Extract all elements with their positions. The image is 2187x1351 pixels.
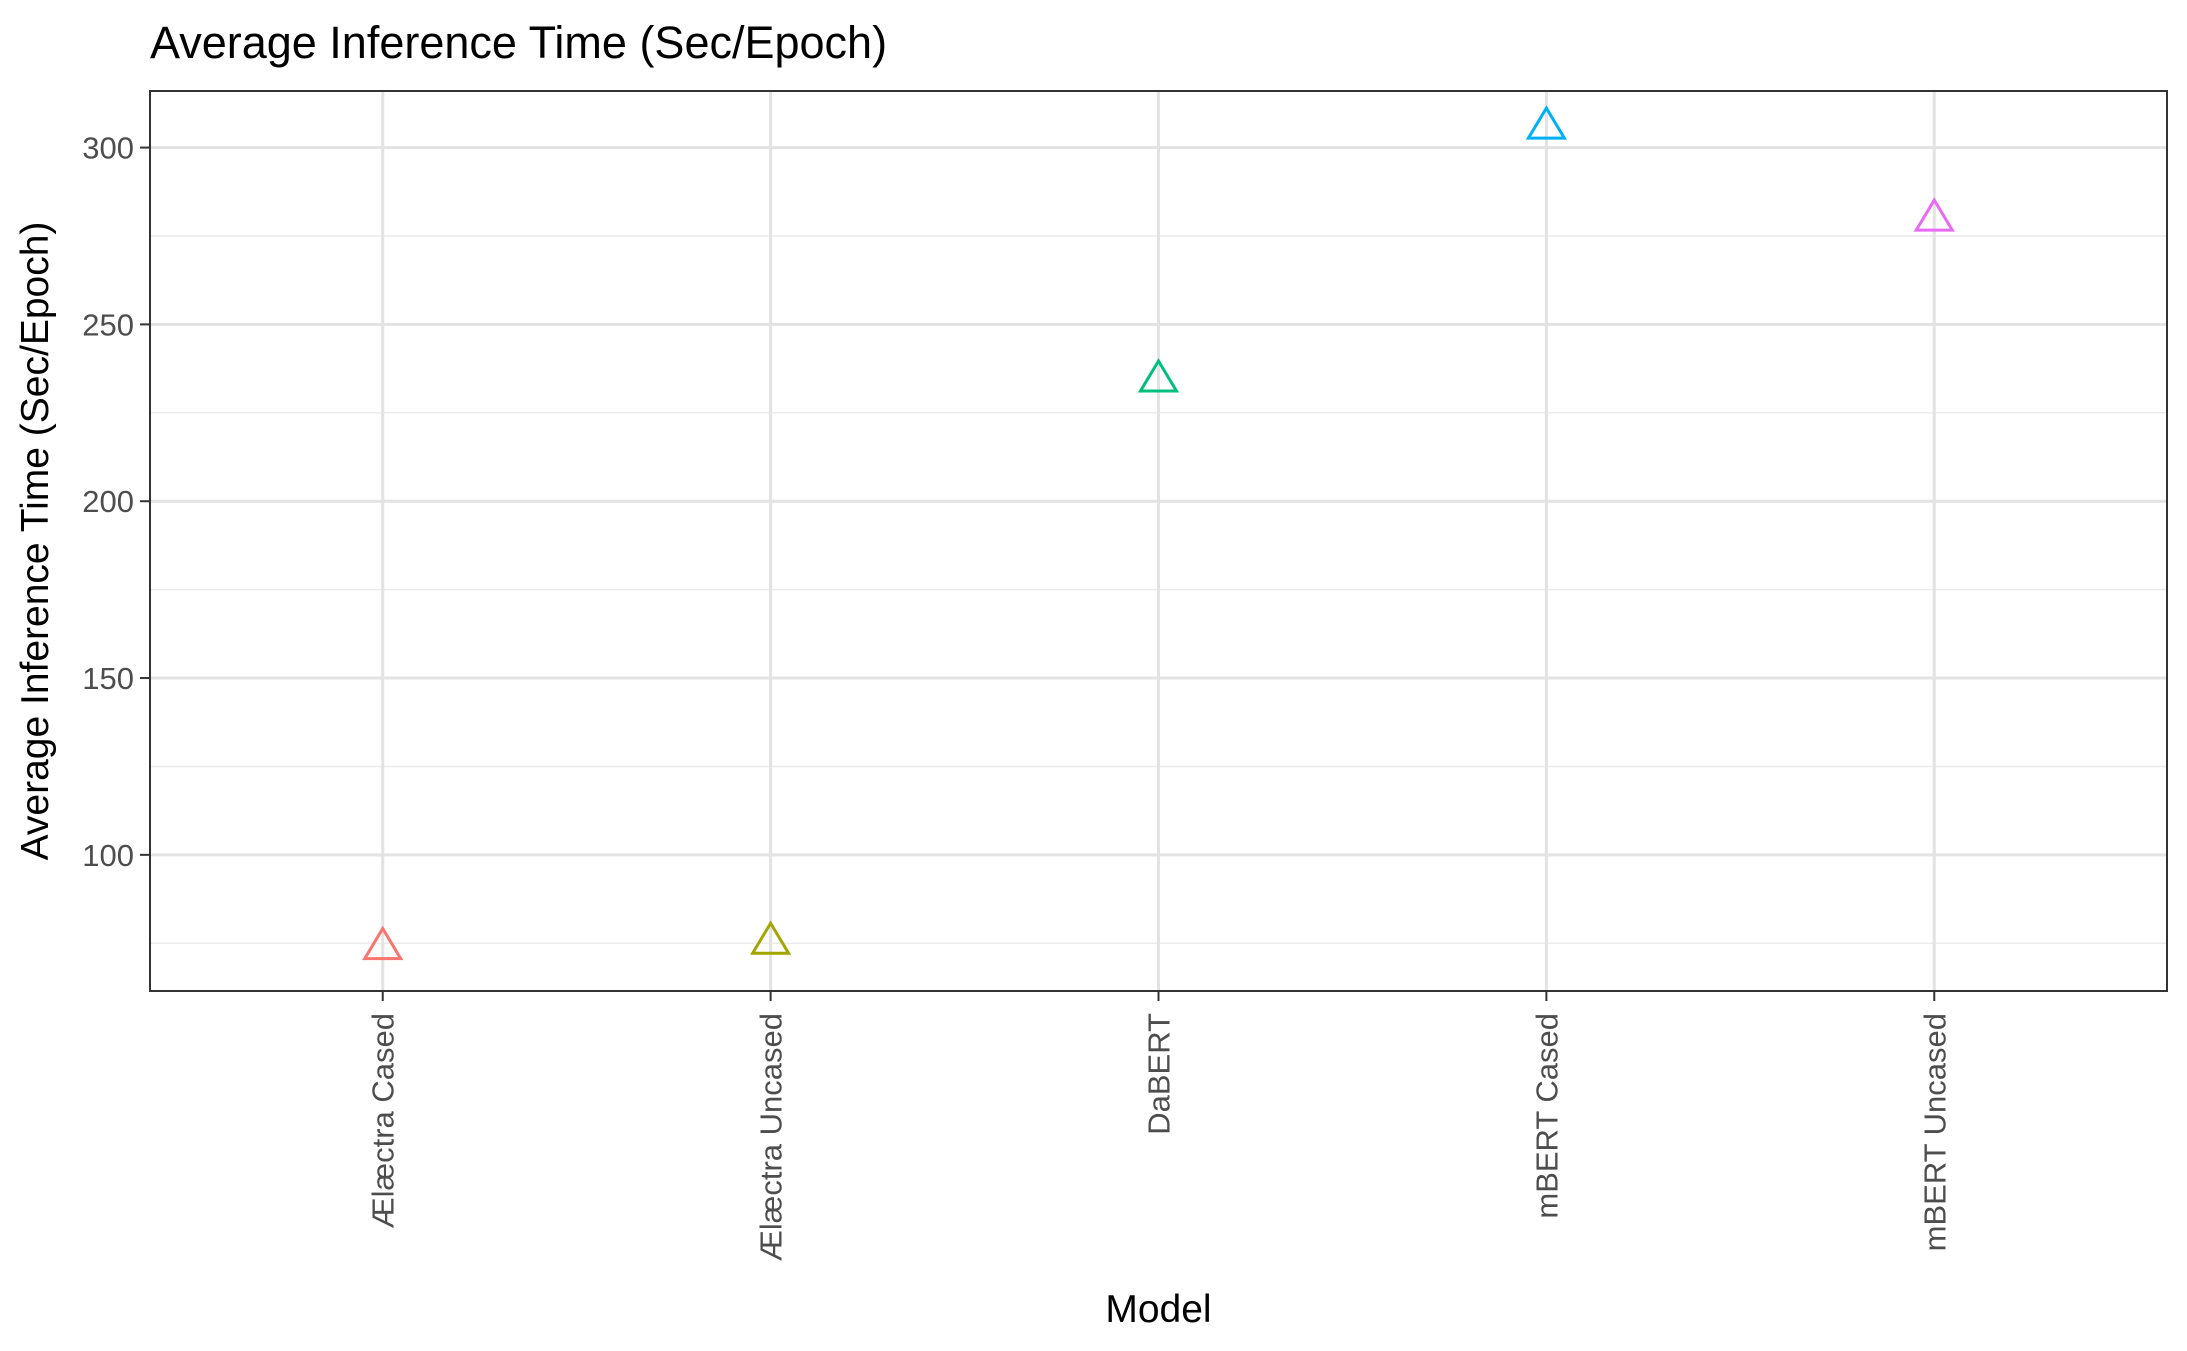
x-axis-title: Model bbox=[1105, 1288, 1211, 1331]
data-point-triangle bbox=[1137, 358, 1180, 393]
y-tick-label: 150 bbox=[82, 661, 134, 696]
chart-title: Average Inference Time (Sec/Epoch) bbox=[150, 17, 887, 68]
y-tick-label: 100 bbox=[82, 838, 134, 873]
y-axis: 100 150 200 250 300 bbox=[82, 131, 150, 873]
y-tick-label: 250 bbox=[82, 307, 134, 342]
y-tick-label: 200 bbox=[82, 484, 134, 519]
data-point-triangle bbox=[1525, 105, 1568, 140]
data-point-triangle bbox=[1913, 197, 1955, 232]
x-tick-label: Ælæctra Uncased bbox=[754, 1013, 789, 1261]
data-point-triangle bbox=[749, 920, 792, 955]
x-tick-label: Ælæctra Cased bbox=[366, 1013, 401, 1228]
data-point-triangle bbox=[362, 925, 404, 961]
x-tick-label: mBERT Uncased bbox=[1917, 1013, 1952, 1251]
x-tick-label: DaBERT bbox=[1142, 1013, 1177, 1135]
major-gridlines bbox=[150, 91, 2167, 991]
x-axis: Ælæctra Cased Ælæctra Uncased DaBERT mBERT … bbox=[366, 991, 1952, 1261]
data-points bbox=[362, 105, 1955, 961]
y-axis-title: Average Inference Time (Sec/Epoch) bbox=[14, 222, 57, 861]
y-tick-label: 300 bbox=[82, 131, 134, 166]
x-tick-label: mBERT Cased bbox=[1529, 1013, 1564, 1219]
